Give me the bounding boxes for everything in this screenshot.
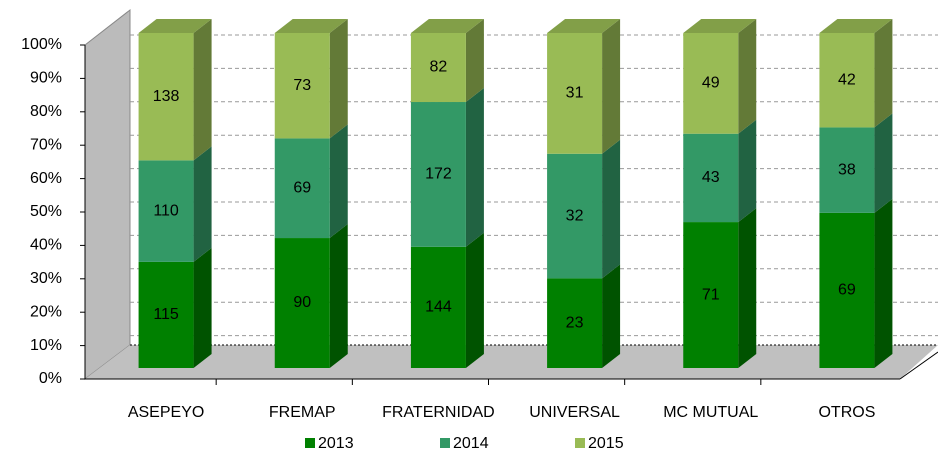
x-axis-depth (899, 351, 938, 380)
bar-top (138, 19, 212, 33)
y-tick-label: 60% (30, 170, 62, 187)
y-tick-label: 70% (30, 136, 62, 153)
data-label: 138 (153, 88, 180, 105)
x-tick-label: FREMAP (269, 404, 336, 421)
bar-side (738, 119, 757, 223)
data-label: 144 (425, 299, 452, 316)
y-tick-label: 100% (21, 36, 62, 53)
bar-side (602, 19, 621, 154)
y-tick-label: 10% (30, 337, 62, 354)
y-tick-label: 20% (30, 303, 62, 320)
x-tick-label: FRATERNIDAD (382, 404, 495, 421)
legend-swatch (575, 438, 585, 448)
x-tick-label: ASEPEYO (128, 404, 204, 421)
bar (138, 33, 194, 161)
data-label: 110 (153, 202, 179, 219)
bar-top (274, 19, 348, 33)
bar (683, 222, 739, 368)
bar (547, 278, 603, 368)
bar (274, 33, 330, 139)
bar-side (193, 247, 212, 368)
x-tick-label: MC MUTUAL (663, 404, 758, 421)
bar (683, 133, 739, 223)
y-tick-label: 40% (30, 237, 62, 254)
data-label: 31 (566, 85, 584, 102)
bar-side (329, 124, 348, 239)
legend-swatch (440, 438, 450, 448)
bar-side (738, 208, 757, 368)
bar-side (329, 19, 348, 139)
data-label: 82 (430, 59, 448, 76)
bar (410, 246, 466, 368)
bar (547, 33, 603, 154)
bar-top (683, 19, 757, 33)
bar (138, 160, 194, 262)
y-tick-label: 0% (39, 370, 62, 387)
bar-side (193, 19, 212, 161)
y-tick-label: 90% (30, 70, 62, 87)
legend-label: 2015 (588, 435, 624, 452)
bar (683, 33, 739, 134)
data-label: 23 (566, 314, 584, 331)
data-label: 42 (838, 71, 856, 88)
bar (138, 261, 194, 368)
legend-label: 2013 (318, 435, 354, 452)
bar-side (874, 198, 893, 368)
bar (819, 212, 875, 368)
legend-swatch (305, 438, 315, 448)
bar-top (547, 19, 621, 33)
bar (819, 33, 875, 128)
data-label: 172 (425, 166, 452, 183)
bar-side (738, 19, 757, 134)
bar-side (329, 224, 348, 368)
bar-side (465, 88, 484, 247)
data-label: 43 (702, 169, 720, 186)
bar-side (602, 264, 621, 368)
data-label: 71 (702, 286, 720, 303)
bar-side (193, 146, 212, 262)
data-label: 69 (838, 282, 856, 299)
bar-side (874, 113, 893, 213)
data-label: 115 (153, 306, 179, 323)
y-tick-label: 80% (30, 103, 62, 120)
side-wall (84, 8, 131, 381)
floor (85, 345, 938, 379)
x-tick-label: UNIVERSAL (529, 404, 620, 421)
bar (819, 127, 875, 213)
bar (547, 153, 603, 279)
data-label: 69 (293, 179, 311, 196)
data-label: 90 (293, 294, 311, 311)
bar-side (465, 19, 484, 103)
bar (274, 138, 330, 239)
data-label: 73 (293, 77, 311, 94)
data-label: 32 (566, 207, 584, 224)
bar-top (819, 19, 893, 33)
bar-side (465, 232, 484, 368)
bar-side (874, 19, 893, 128)
data-label: 49 (702, 75, 720, 92)
bar (410, 33, 466, 103)
x-tick-label: OTROS (818, 404, 875, 421)
y-tick-label: 50% (30, 203, 62, 220)
bar (274, 238, 330, 368)
bar-top (410, 19, 484, 33)
y-tick-label: 30% (30, 270, 62, 287)
bar (410, 102, 466, 247)
data-label: 38 (838, 161, 856, 178)
legend-label: 2014 (453, 435, 489, 452)
bar-side (602, 139, 621, 279)
